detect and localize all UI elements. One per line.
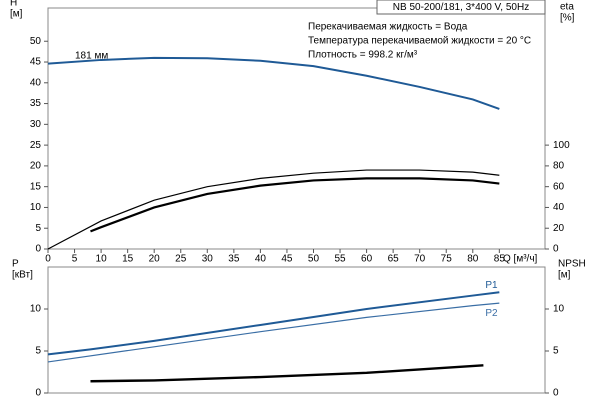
x-tick-label: 60	[361, 254, 373, 265]
y2-tick-label: 80	[553, 161, 565, 172]
x-tick-label: 85	[494, 254, 506, 265]
y-tick-label: 5	[35, 346, 41, 357]
x-tick-label: 55	[334, 254, 346, 265]
x-tick-label: 45	[281, 254, 293, 265]
y-tick-label: 5	[35, 223, 41, 234]
annotation: Перекачиваемая жидкость = Вода	[308, 22, 468, 33]
x-tick-label: 5	[72, 254, 78, 265]
plot-frame	[47, 7, 546, 250]
chart-title: NB 50-200/181, 3*400 V, 50Hz	[393, 2, 529, 13]
x-tick-label: 75	[441, 254, 453, 265]
series-label: P1	[485, 280, 498, 291]
x-tick-label: 70	[414, 254, 426, 265]
x-tick-label: 0	[45, 254, 51, 265]
y2-tick-label: 20	[553, 223, 565, 234]
y2-axis-label: eta	[560, 2, 574, 13]
annotation: Плотность = 998.2 кг/м³	[308, 50, 418, 61]
y-axis-label: P	[12, 259, 19, 270]
x-tick-label: 35	[228, 254, 240, 265]
y2-tick-label: 60	[553, 181, 565, 192]
x-tick-label: 20	[149, 254, 161, 265]
y2-tick-label: 100	[553, 140, 570, 151]
x-tick-label: 40	[255, 254, 267, 265]
y-axis-label: [кВт]	[12, 270, 33, 281]
y2-axis-label: [%]	[560, 13, 575, 24]
curve-label: 181 мм	[75, 51, 108, 62]
series-line	[90, 177, 500, 233]
y-tick-label: 50	[30, 36, 42, 47]
plot-frame	[47, 266, 546, 394]
x-tick-label: 80	[467, 254, 479, 265]
x-tick-label: 30	[202, 254, 214, 265]
series-line	[47, 169, 500, 250]
y2-axis-label: [м]	[558, 270, 571, 281]
y2-axis-label: NPSH	[558, 259, 586, 270]
y-tick-label: 10	[30, 202, 42, 213]
series-line	[47, 302, 500, 363]
y-tick-label: 40	[30, 77, 42, 88]
y-tick-label: 30	[30, 119, 42, 130]
y-tick-label: 10	[30, 304, 42, 315]
y-axis-label: [м]	[10, 9, 23, 20]
y-tick-label: 45	[30, 57, 42, 68]
x-tick-label: 25	[175, 254, 187, 265]
y-tick-label: 0	[35, 388, 41, 399]
annotation: Температура перекачиваемой жидкости = 20…	[308, 36, 531, 47]
x-tick-label: 50	[308, 254, 320, 265]
series-line	[90, 364, 484, 383]
y-axis-label: H	[10, 0, 17, 9]
y-tick-label: 35	[30, 98, 42, 109]
title-box	[376, 0, 546, 15]
x-axis-label: Q [м³/ч]	[503, 254, 538, 265]
x-tick-label: 65	[388, 254, 400, 265]
x-tick-label: 10	[96, 254, 108, 265]
y-tick-label: 25	[30, 140, 42, 151]
series-label: P2	[485, 308, 498, 319]
y-tick-label: 15	[30, 181, 42, 192]
y2-tick-label: 10	[553, 304, 565, 315]
x-tick-label: 15	[122, 254, 134, 265]
series-line	[47, 291, 500, 356]
y-tick-label: 20	[30, 161, 42, 172]
y2-tick-label: 0	[553, 244, 559, 255]
series-line	[47, 56, 500, 110]
y2-tick-label: 40	[553, 202, 565, 213]
y2-tick-label: 5	[553, 346, 559, 357]
y-tick-label: 0	[35, 244, 41, 255]
y2-tick-label: 0	[553, 388, 559, 399]
